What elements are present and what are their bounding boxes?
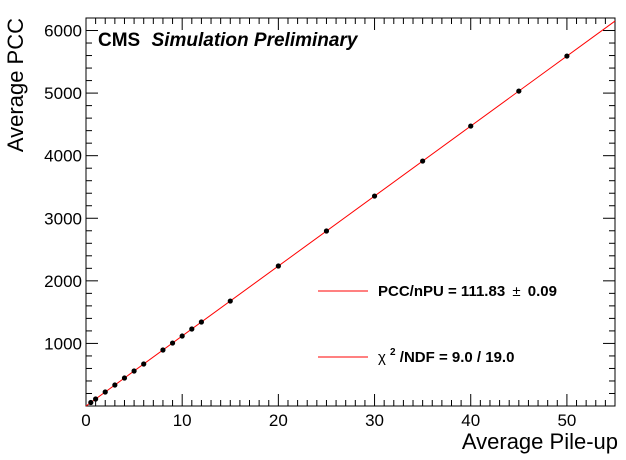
data-point — [141, 361, 147, 367]
data-point — [198, 319, 205, 325]
y-tick-label: 1000 — [44, 334, 82, 353]
legend: PCC/nPU = 111.83 ± 0.09 χ 2 /NDF = 9.0 /… — [318, 283, 557, 366]
x-tick-label: 30 — [365, 411, 384, 430]
y-tick-label: 2000 — [44, 272, 82, 291]
data-point — [371, 193, 378, 199]
legend-chi-symbol: χ — [378, 349, 386, 366]
data-point — [275, 263, 281, 269]
data-point — [179, 333, 185, 339]
x-axis-tick-labels: 0 10 20 30 40 50 — [81, 411, 576, 430]
cms-label-main: CMS — [98, 30, 140, 51]
x-tick-label: 10 — [173, 411, 192, 430]
legend-entry-chi2: χ 2 /NDF = 9.0 / 19.0 — [378, 342, 514, 366]
legend-fit-label: PCC/nPU = 111.83 — [378, 283, 505, 300]
y-axis-tick-labels: 1000 2000 3000 4000 5000 6000 — [44, 22, 82, 354]
x-axis-ticks — [85, 18, 616, 406]
legend-fit-error: 0.09 — [528, 283, 557, 300]
plot-frame — [85, 17, 616, 407]
cms-label: CMS Simulation Preliminary — [98, 30, 359, 51]
legend-fit-pm: ± — [512, 283, 520, 300]
legend-chi-rest: /NDF = 9.0 / 19.0 — [400, 349, 515, 366]
data-point — [102, 389, 108, 395]
data-point — [88, 399, 94, 406]
data-point — [169, 340, 176, 346]
x-axis-title: Average Pile-up — [462, 429, 618, 454]
data-point — [323, 228, 330, 234]
data-point — [189, 326, 195, 332]
data-point — [131, 368, 137, 374]
y-tick-label: 5000 — [44, 84, 82, 103]
data-point — [160, 347, 166, 353]
legend-entry-fit: PCC/nPU = 111.83 ± 0.09 — [378, 283, 557, 300]
legend-chi-superscript: 2 — [390, 347, 396, 358]
data-point — [468, 123, 474, 129]
data-point — [93, 396, 99, 402]
x-tick-label: 0 — [81, 411, 90, 430]
y-axis-ticks — [86, 17, 615, 394]
y-axis-title: Average PCC — [3, 18, 28, 152]
fit-line — [85, 20, 616, 407]
x-tick-label: 40 — [461, 411, 480, 430]
data-point — [516, 88, 522, 94]
data-point — [121, 375, 128, 381]
data-point — [420, 158, 426, 164]
data-points — [88, 53, 570, 406]
data-point — [227, 298, 233, 304]
data-point — [112, 382, 118, 388]
x-tick-label: 20 — [269, 411, 288, 430]
data-point — [564, 53, 570, 59]
x-tick-label: 50 — [557, 411, 576, 430]
cms-label-sub: Simulation Preliminary — [152, 30, 359, 51]
y-tick-label: 3000 — [44, 209, 82, 228]
y-tick-label: 4000 — [44, 147, 82, 166]
y-tick-label: 6000 — [44, 22, 82, 41]
